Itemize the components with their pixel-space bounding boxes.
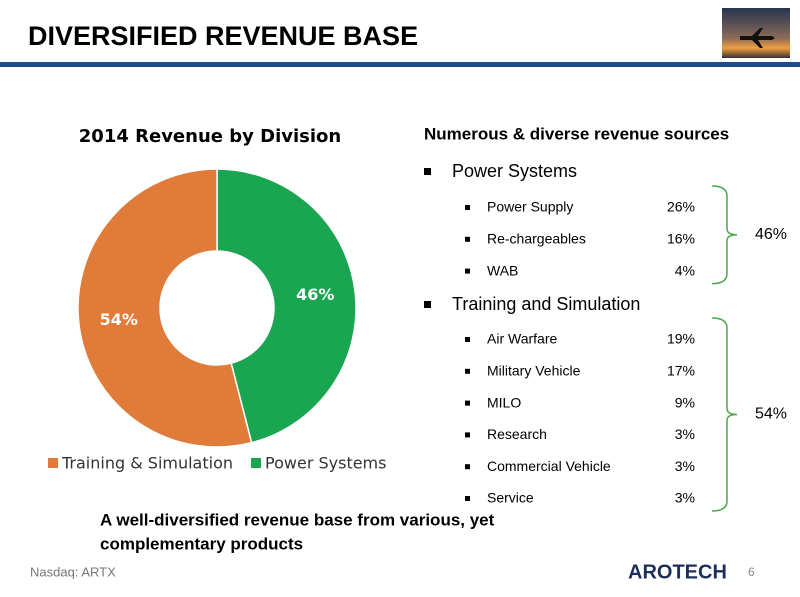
item-name: Research <box>487 426 547 442</box>
sub-bullet <box>465 205 470 210</box>
item-name: Military Vehicle <box>487 363 581 379</box>
item-name: Re-chargeables <box>487 231 586 247</box>
sub-bullet <box>465 337 470 342</box>
ticker: Nasdaq: ARTX <box>30 564 116 579</box>
group-name: Power Systems <box>452 161 577 181</box>
sub-bullet <box>465 268 470 274</box>
page-number: 6 <box>748 565 755 579</box>
item-share: 9% <box>675 394 695 410</box>
summary-line: complementary products <box>100 534 303 553</box>
list-heading: Numerous & diverse revenue sources <box>424 124 729 143</box>
group-name: Training and Simulation <box>452 294 640 314</box>
item-name: Air Warfare <box>487 331 557 347</box>
chart-title: 2014 Revenue by Division <box>79 126 341 147</box>
pie-slice <box>77 168 253 448</box>
item-share: 3% <box>675 426 695 442</box>
item-name: WAB <box>487 262 518 278</box>
item-name: MILO <box>487 394 521 410</box>
slice-label: 46% <box>296 285 334 304</box>
group-total: 54% <box>755 406 787 423</box>
title-rule <box>0 62 800 67</box>
item-share: 16% <box>667 231 695 247</box>
item-share: 3% <box>675 458 695 474</box>
header-photo <box>722 8 790 58</box>
legend-swatch <box>251 458 262 468</box>
brace <box>711 185 738 285</box>
item-name: Commercial Vehicle <box>487 458 611 474</box>
item-name: Service <box>487 490 534 506</box>
sub-bullet <box>465 464 470 470</box>
legend-label: Power Systems <box>265 454 386 473</box>
sub-bullet <box>465 236 470 242</box>
legend-swatch <box>48 458 58 468</box>
sub-bullet <box>465 400 470 406</box>
item-name: Power Supply <box>487 199 573 215</box>
brace <box>711 317 738 512</box>
logo: AROTECH <box>628 561 727 583</box>
summary-line: A well-diversified revenue base from var… <box>100 510 495 529</box>
item-share: 17% <box>667 363 695 379</box>
item-share: 26% <box>667 199 695 215</box>
bullet <box>424 301 431 308</box>
sub-bullet <box>465 368 470 374</box>
slice-label: 54% <box>100 310 138 329</box>
sub-bullet <box>465 496 470 501</box>
sub-bullet <box>465 432 470 438</box>
pie-slice <box>216 168 357 444</box>
item-share: 4% <box>675 262 695 278</box>
item-share: 19% <box>667 331 695 347</box>
bullet <box>424 168 431 175</box>
legend-label: Training & Simulation <box>61 454 233 473</box>
item-share: 3% <box>675 490 695 506</box>
group-total: 46% <box>755 226 787 243</box>
slide-title: DIVERSIFIED REVENUE BASE <box>28 21 418 51</box>
